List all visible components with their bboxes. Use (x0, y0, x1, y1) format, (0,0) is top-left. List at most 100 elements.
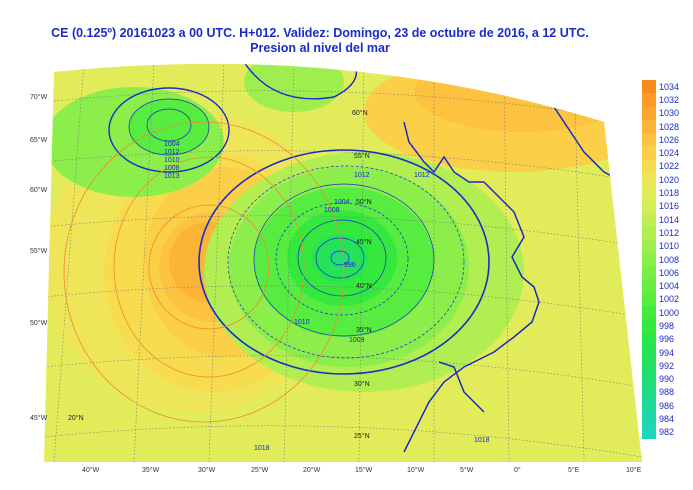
legend-label: 1032 (659, 94, 680, 105)
legend-row: 1034 (642, 80, 690, 94)
isobar-label: 1004 (334, 199, 350, 206)
legend-row: 984 (642, 412, 690, 426)
legend-row: 990 (642, 372, 690, 386)
legend-row: 1018 (642, 186, 690, 200)
legend-row: 998 (642, 319, 690, 333)
legend-row: 1030 (642, 106, 690, 120)
legend-row: 1020 (642, 173, 690, 187)
legend-label: 1022 (659, 161, 680, 172)
isobar-labels: 1012 1010 1008 1004 1013 1012 1012 996 1… (164, 141, 490, 452)
legend-swatch (642, 332, 656, 346)
legend-row: 1026 (642, 133, 690, 147)
legend-row: 1000 (642, 306, 690, 320)
x-axis-label: 20°W (303, 467, 321, 474)
legend-label: 998 (659, 320, 675, 331)
pressure-legend: 1034 1032 1030 1028 1026 1024 1022 1020 1018 1016… (642, 80, 690, 440)
x-axis-label: 25°W (251, 467, 269, 474)
lat-label: 20°N (68, 414, 84, 422)
y-axis-label: 60°W (30, 187, 48, 194)
legend-row: 1022 (642, 159, 690, 174)
isobar-label: 1004 (164, 141, 180, 148)
legend-label: 1020 (659, 174, 680, 185)
legend-row: 988 (642, 385, 690, 400)
isobar-label: 996 (344, 262, 356, 269)
legend-swatch (642, 159, 656, 174)
legend-swatch (642, 372, 656, 386)
legend-row: 1016 (642, 199, 690, 213)
legend-swatch (642, 279, 656, 293)
legend-row: 982 (642, 425, 690, 440)
legend-swatch (642, 133, 656, 147)
legend-label: 986 (659, 400, 675, 411)
legend-label: 1006 (659, 267, 680, 278)
legend-row: 1014 (642, 212, 690, 227)
pressure-map: 60°N 55°N 50°N 45°N 40°N 35°N 30°N 25°N … (44, 62, 642, 462)
legend-row: 1002 (642, 292, 690, 307)
isobar-label: 1012 (164, 149, 180, 156)
parallel-labels: 60°N 55°N 50°N 45°N 40°N 35°N 30°N 25°N … (68, 109, 372, 440)
legend-row: 1004 (642, 279, 690, 293)
legend-row: 994 (642, 345, 690, 360)
lat-label: 55°N (354, 152, 370, 160)
legend-row: 1006 (642, 266, 690, 280)
isobar-label: 1012 (354, 172, 370, 179)
legend-swatch (642, 252, 656, 267)
lat-label: 35°N (356, 326, 372, 334)
lat-label: 25°N (354, 432, 370, 440)
legend-swatch (642, 239, 656, 253)
legend-swatch (642, 412, 656, 426)
legend-row: 986 (642, 399, 690, 413)
x-axis-label: 5°E (568, 467, 580, 474)
map-title: CE (0.125º) 20161023 a 00 UTC. H+012. Va… (51, 26, 589, 40)
legend-swatch (642, 425, 656, 440)
legend-label: 1004 (659, 281, 680, 292)
lat-label: 60°N (352, 109, 368, 117)
isobar-label: 1018 (254, 445, 270, 452)
lat-label: 40°N (356, 282, 372, 290)
legend-row: 1032 (642, 93, 690, 107)
legend-label: 1026 (659, 134, 680, 145)
y-axis-label: 55°W (30, 248, 48, 255)
x-axis-label: 0° (514, 467, 521, 474)
legend-label: 1000 (659, 307, 680, 318)
x-axis-label: 10°W (407, 467, 425, 474)
lat-label: 50°N (356, 198, 372, 206)
isobar-label: 1009 (349, 337, 365, 344)
y-axis-label: 65°W (30, 137, 48, 144)
isobar-label: 1008 (164, 165, 180, 172)
legend-swatch (642, 146, 656, 160)
isobar-label: 1018 (474, 437, 490, 444)
x-axis-label: 10°E (626, 467, 642, 474)
x-axis-label: 15°W (355, 467, 373, 474)
legend-swatch (642, 319, 656, 333)
legend-swatch (642, 399, 656, 413)
legend-label: 992 (659, 360, 675, 371)
legend-swatch (642, 345, 656, 360)
legend-row: 1012 (642, 226, 690, 240)
legend-label: 996 (659, 334, 675, 345)
legend-label: 1024 (659, 148, 680, 159)
legend-swatch (642, 186, 656, 200)
legend-swatch (642, 80, 656, 94)
legend-swatch (642, 173, 656, 187)
legend-swatch (642, 212, 656, 227)
legend-row: 1010 (642, 239, 690, 253)
legend-row: 992 (642, 359, 690, 373)
x-axis-label: 40°W (82, 467, 100, 474)
isobar-label: 1013 (164, 173, 180, 180)
legend-label: 1014 (659, 214, 680, 225)
legend-label: 1002 (659, 294, 680, 305)
legend-label: 1016 (659, 201, 680, 212)
legend-label: 1010 (659, 241, 680, 252)
x-axis-label: 5°W (460, 467, 474, 474)
isobar-label: 1010 (294, 319, 310, 326)
legend-swatch (642, 93, 656, 107)
lat-label: 30°N (354, 380, 370, 388)
legend-swatch (642, 199, 656, 213)
high-isobars (63, 121, 345, 423)
isobar-label: 1008 (324, 207, 340, 214)
map-subtitle: Presion al nivel del mar (250, 41, 390, 55)
legend-label: 1030 (659, 108, 680, 119)
lat-label: 45°N (356, 238, 372, 246)
isobar-label: 1012 (414, 172, 430, 179)
